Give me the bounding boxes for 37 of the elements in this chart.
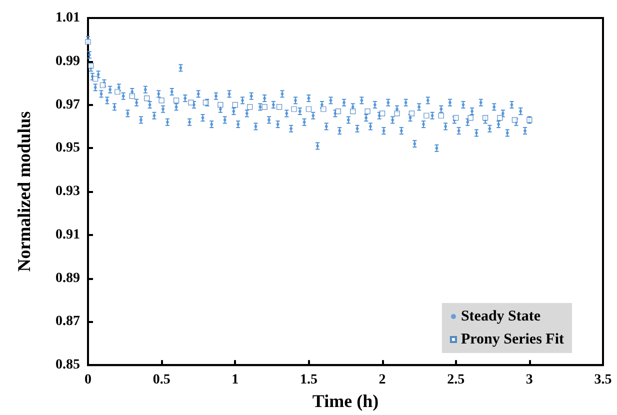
x-tick-label: 0: [84, 372, 92, 388]
y-tick-label: 0.89: [56, 270, 80, 286]
point: [424, 112, 430, 118]
y-tick-label: 0.95: [56, 140, 80, 156]
x-tick-label: 3: [526, 372, 533, 388]
point: [188, 100, 194, 106]
point: [276, 104, 282, 110]
point: [379, 110, 386, 116]
point: [262, 104, 268, 110]
point: [482, 114, 488, 121]
point: [247, 104, 253, 110]
x-tick-label: 1: [232, 372, 239, 388]
x-tick-label: 2: [378, 372, 386, 388]
x-tick-label: 0.5: [152, 372, 170, 388]
point: [453, 114, 459, 121]
point: [88, 62, 94, 69]
point: [512, 117, 518, 123]
y-tick-label: 0.99: [56, 54, 80, 69]
y-tick-label: 0.85: [56, 358, 80, 373]
point: [85, 39, 91, 45]
x-tick-label: 2.5: [447, 372, 465, 388]
y-tick-label: 1.01: [56, 10, 80, 26]
point: [158, 98, 164, 104]
x-tick-label: 1.5: [300, 372, 318, 388]
legend-label: Prony Series Fit: [460, 332, 564, 348]
y-tick-label: 0.97: [56, 97, 80, 112]
point: [202, 100, 209, 106]
x-axis-title: Time (h): [312, 391, 379, 411]
y-tick-label: 0.91: [56, 227, 80, 242]
y-tick-label: 0.93: [56, 184, 80, 200]
y-axis-title: Normalized modulus: [14, 111, 34, 272]
x-tick-label: 3.5: [594, 372, 612, 388]
point: [291, 106, 297, 112]
legend-label: Steady State: [460, 308, 541, 324]
y-tick-label: 0.87: [56, 314, 80, 330]
point: [306, 106, 312, 112]
point: [335, 108, 341, 114]
